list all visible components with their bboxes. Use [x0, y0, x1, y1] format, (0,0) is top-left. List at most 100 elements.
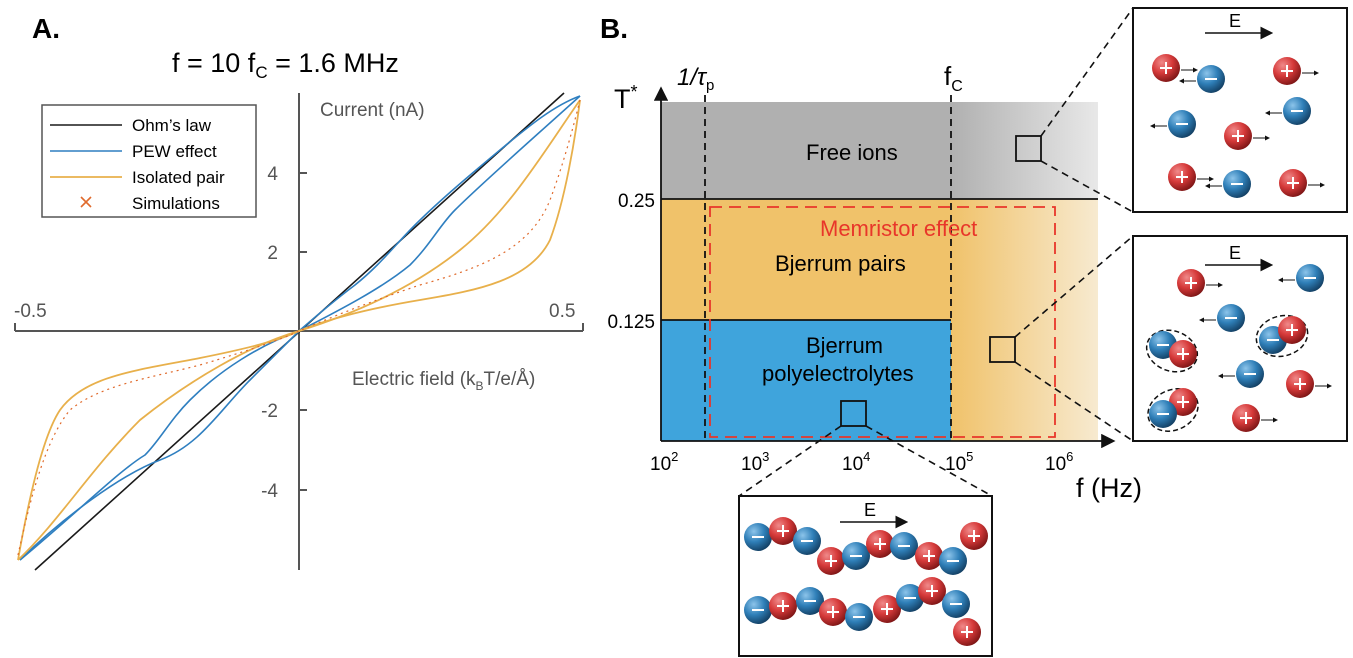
tau-label: 1/τp [677, 64, 714, 94]
legend-item-simulations: Simulations [80, 194, 220, 213]
cation-icon [819, 598, 847, 626]
b-y-tick-0.125: 0.125 [607, 312, 655, 333]
y-tick-2: 2 [267, 243, 278, 264]
legend-label-isolated-pair: Isolated pair [132, 168, 225, 187]
cation-icon [1177, 269, 1223, 297]
zoom-square-poly [840, 400, 867, 427]
field-label: E [864, 500, 876, 520]
anion-icon [1205, 170, 1251, 198]
panel-a-title-sub: C [255, 63, 267, 82]
region-label-memristor: Memristor effect [820, 216, 977, 241]
x-axis-label-suffix: T/e/Å) [484, 369, 536, 390]
anion-icon [890, 532, 918, 560]
anion-icon [942, 590, 970, 618]
cation-icon [1232, 404, 1278, 432]
anion-icon [1149, 400, 1177, 428]
region-label-free-ions: Free ions [806, 140, 898, 165]
ion-field-free [1150, 54, 1325, 198]
anion-icon [842, 542, 870, 570]
isolated-pair-curve-alt [17, 99, 581, 561]
b-y-axis-label-sup: * [631, 82, 638, 102]
anion-icon [845, 603, 873, 631]
cation-icon [817, 547, 845, 575]
region-free-ions-fade [951, 102, 1098, 199]
cation-icon [915, 542, 943, 570]
ion-field-pairs [1149, 264, 1332, 432]
b-x-tick-1e2: 102 [650, 449, 678, 475]
region-label-bjerrum-pairs: Bjerrum pairs [775, 251, 906, 276]
anion-icon [896, 584, 924, 612]
region-bjerrum-pairs [661, 199, 951, 320]
cation-icon [1279, 169, 1325, 197]
anion-icon [939, 547, 967, 575]
cation-icon [769, 592, 797, 620]
y-tick-neg2: -2 [261, 401, 278, 422]
fc-label: fC [944, 61, 963, 95]
b-x-tick-1e4: 104 [842, 449, 870, 475]
inset-free-ions: E [1132, 7, 1348, 213]
cation-icon [1152, 54, 1198, 82]
pew-effect-curve-lower [19, 330, 300, 561]
fc-label-main: f [944, 61, 952, 91]
b-x-ticks: 102 103 104 105 106 [650, 449, 1073, 475]
tau-label-main: 1/τ [677, 64, 708, 91]
anion-icon [1278, 264, 1324, 292]
x-axis-label-prefix: Electric field (k [352, 369, 476, 390]
y-tick-neg4: -4 [261, 481, 278, 502]
cation-icon [866, 530, 894, 558]
cation-icon [1273, 57, 1319, 85]
y-tick-marks [14, 172, 584, 491]
b-x-tick-1e3: 103 [741, 449, 769, 475]
zoom-connectors [738, 7, 1134, 497]
panel-a-title-prefix: f = 10 f [172, 48, 256, 78]
anion-icon [1199, 304, 1245, 332]
cation-icon [953, 618, 981, 646]
tau-label-sub: p [706, 77, 714, 94]
anion-icon [1218, 360, 1264, 388]
inset-bjerrum-pairs: E [1132, 235, 1348, 442]
panel-a-label: A. [32, 13, 60, 44]
cation-icon [1224, 122, 1270, 150]
region-free-ions [661, 102, 951, 199]
cation-icon [769, 517, 797, 545]
b-y-axis-label: T* [614, 82, 638, 114]
anion-icon [1265, 97, 1311, 125]
legend-item-isolated-pair: Isolated pair [50, 168, 225, 187]
ion-field-poly [744, 517, 988, 646]
x-tick-left: -0.5 [14, 301, 47, 322]
region-label-poly-line2: polyelectrolytes [762, 361, 914, 386]
y-axis-label: Current (nA) [320, 100, 425, 121]
legend-item-ohms-law: Ohm’s law [50, 116, 212, 135]
legend-label-pew-effect: PEW effect [132, 142, 217, 161]
y-tick-4: 4 [267, 164, 278, 185]
legend: Ohm’s law PEW effect Isolated pair Simul… [41, 104, 257, 218]
b-y-tick-0.25: 0.25 [618, 191, 655, 212]
anion-icon [744, 523, 772, 551]
field-label: E [1229, 243, 1241, 263]
cation-icon [1278, 316, 1306, 344]
region-label-poly-line1: Bjerrum [806, 333, 883, 358]
inset-polyelectrolytes: E [738, 495, 993, 657]
anion-icon [744, 596, 772, 624]
anion-icon [796, 587, 824, 615]
field-label: E [1229, 11, 1241, 31]
zoom-square-free [1015, 135, 1042, 162]
cation-icon [960, 522, 988, 550]
panel-b-label: B. [600, 13, 628, 44]
panel-a-title-suffix: = 1.6 MHz [268, 48, 399, 78]
pew-effect-curve [19, 95, 581, 561]
legend-label-simulations: Simulations [132, 194, 220, 213]
fc-label-sub: C [951, 78, 963, 95]
region-bjerrum-pairs-fade [951, 199, 1098, 441]
cation-icon [1169, 340, 1197, 368]
cation-icon [1286, 370, 1332, 398]
b-y-axis-label-main: T [614, 84, 631, 114]
plot-curves [17, 92, 581, 571]
cation-icon [873, 595, 901, 623]
panel-a-title: f = 10 fC = 1.6 MHz [172, 48, 399, 82]
x-axis-label: Electric field (kBT/e/Å) [352, 369, 535, 393]
pew-effect-curve-upper [298, 95, 581, 332]
cross-marker-icon [80, 196, 92, 208]
cation-icon [1168, 163, 1214, 191]
